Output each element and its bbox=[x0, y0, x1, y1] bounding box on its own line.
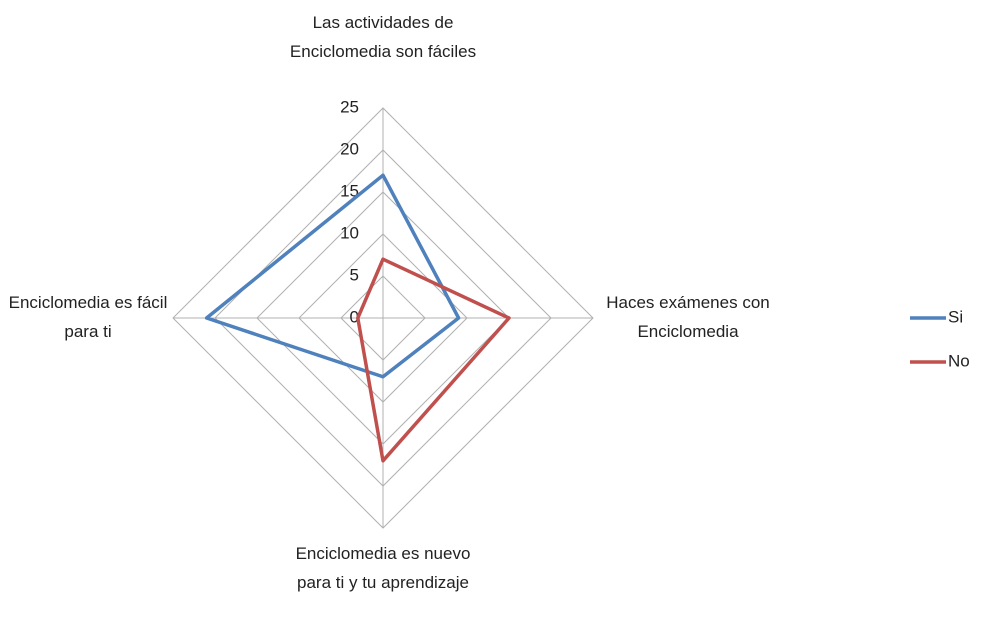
category-label: Enciclomedia es nuevo para ti y tu apren… bbox=[295, 544, 471, 592]
tick-label: 20 bbox=[340, 139, 359, 158]
series-line bbox=[204, 173, 461, 379]
tick-label: 10 bbox=[340, 223, 359, 242]
tick-label: 5 bbox=[350, 265, 359, 284]
series-line bbox=[356, 257, 511, 463]
category-label: Haces exámenes con Enciclomedia bbox=[606, 293, 770, 341]
category-label: Las actividades de Enciclomedia son fáci… bbox=[289, 13, 477, 61]
category-label: Enciclomedia es fácil para ti bbox=[8, 293, 168, 341]
legend-label: Si bbox=[948, 307, 963, 326]
tick-label: 15 bbox=[340, 181, 359, 200]
tick-label: 0 bbox=[350, 307, 359, 326]
legend-label: No bbox=[948, 351, 970, 370]
tick-label: 25 bbox=[340, 97, 359, 116]
